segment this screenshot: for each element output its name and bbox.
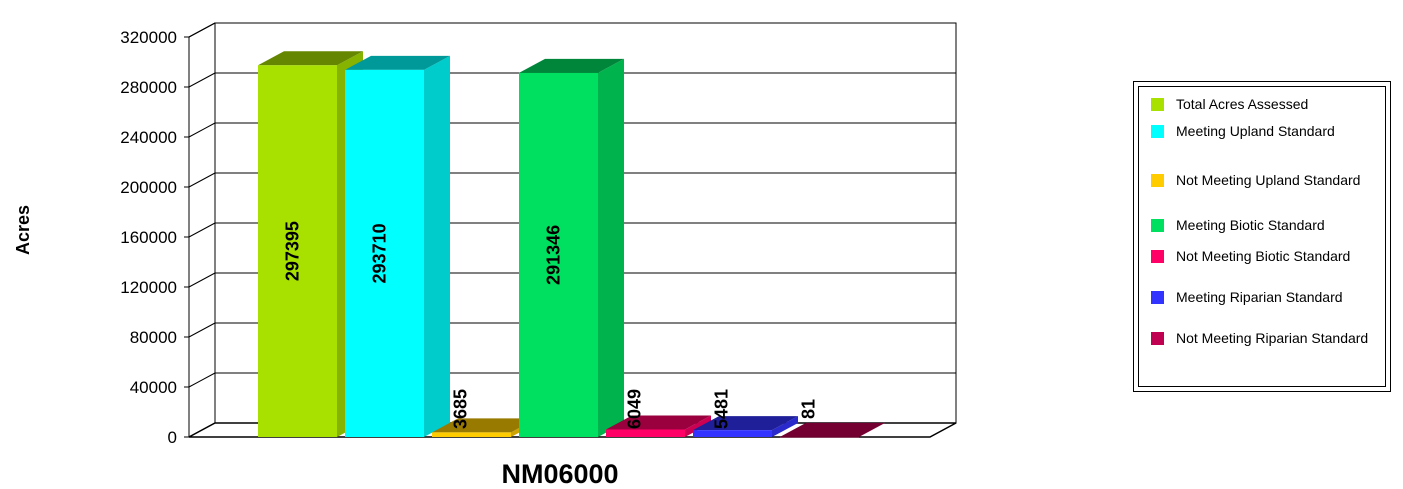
bar: 291346 [519, 58, 624, 437]
legend-swatch [1151, 250, 1164, 263]
data-label: 293710 [369, 223, 389, 283]
legend: Total Acres Assessed Meeting Upland Stand… [1133, 81, 1391, 392]
gridline-side [188, 72, 216, 88]
legend-label: Meeting Riparian Standard [1176, 289, 1343, 305]
bar-side [598, 58, 624, 437]
legend-label: Total Acres Assessed [1176, 96, 1309, 112]
legend-label: Not Meeting Upland Standard [1176, 172, 1361, 188]
legend-item: Not Meeting Riparian Standard [1151, 331, 1379, 346]
bar-front [258, 65, 337, 437]
data-label: 5481 [711, 389, 731, 429]
bar: 81 [780, 399, 885, 438]
legend-frame: Total Acres Assessed Meeting Upland Stand… [1138, 86, 1386, 387]
legend-label: Not Meeting Biotic Standard [1176, 248, 1351, 264]
gridline-side [188, 172, 216, 188]
legend-label: Meeting Upland Standard [1176, 123, 1335, 139]
bar: 5481 [693, 389, 798, 437]
data-label: 291346 [543, 225, 563, 285]
y-tick-label: 200000 [120, 178, 177, 197]
y-axis: 0 40000 80000 120000 160000 200000 240000 28000… [120, 22, 216, 447]
gridline-side [188, 322, 216, 338]
legend-swatch [1151, 332, 1164, 345]
y-tick-label: 80000 [130, 328, 177, 347]
y-tick-label: 0 [168, 428, 177, 447]
bar-front [432, 432, 511, 437]
gridline-side [188, 272, 216, 288]
bar-front [345, 69, 424, 438]
gridline-side [188, 372, 216, 388]
legend-label: Not Meeting Riparian Standard [1176, 330, 1369, 346]
gridline-side [188, 222, 216, 238]
data-label: 297395 [282, 221, 302, 281]
legend-item: Not Meeting Biotic Standard [1151, 249, 1379, 264]
gridline-side [188, 122, 216, 138]
bar-top [432, 418, 537, 433]
bar-front [606, 429, 685, 437]
bar-top [606, 415, 711, 430]
legend-swatch [1151, 219, 1164, 232]
legend-swatch [1151, 98, 1164, 111]
y-tick-label: 40000 [130, 378, 177, 397]
legend-item: Meeting Riparian Standard [1151, 290, 1379, 305]
legend-swatch [1151, 125, 1164, 138]
y-tick-label: 320000 [120, 28, 177, 47]
y-tick-label: 280000 [120, 78, 177, 97]
bar-top [519, 58, 624, 73]
legend-item: Not Meeting Upland Standard [1151, 173, 1379, 188]
y-tick-label: 160000 [120, 228, 177, 247]
y-tick-label: 120000 [120, 278, 177, 297]
legend-label: Meeting Biotic Standard [1176, 217, 1325, 233]
bar-side [772, 416, 798, 437]
bars: 297395 293710 3685 291346 6049 5481 81 [258, 51, 885, 438]
y-axis-label: Acres [13, 205, 33, 255]
bar-top [345, 55, 450, 70]
legend-item: Meeting Upland Standard [1151, 124, 1379, 139]
side-wall-top [188, 22, 216, 38]
bar: 293710 [345, 55, 450, 438]
bar-side [685, 415, 711, 437]
bar-top [258, 51, 363, 66]
bar-top [780, 422, 885, 437]
x-category-label: NM06000 [501, 459, 618, 489]
y-tick-label: 240000 [120, 128, 177, 147]
data-label: 81 [798, 399, 818, 419]
bar-top [693, 416, 798, 431]
data-label: 3685 [450, 389, 470, 429]
bar-front [780, 436, 859, 438]
legend-item: Total Acres Assessed [1151, 97, 1379, 112]
bar-front [519, 72, 598, 437]
legend-swatch [1151, 291, 1164, 304]
legend-swatch [1151, 174, 1164, 187]
bar-front [693, 430, 772, 437]
bar-side [859, 422, 885, 437]
data-label: 6049 [624, 389, 644, 429]
legend-item: Meeting Biotic Standard [1151, 218, 1379, 233]
bar-side [424, 55, 450, 438]
bar: 6049 [606, 389, 711, 437]
